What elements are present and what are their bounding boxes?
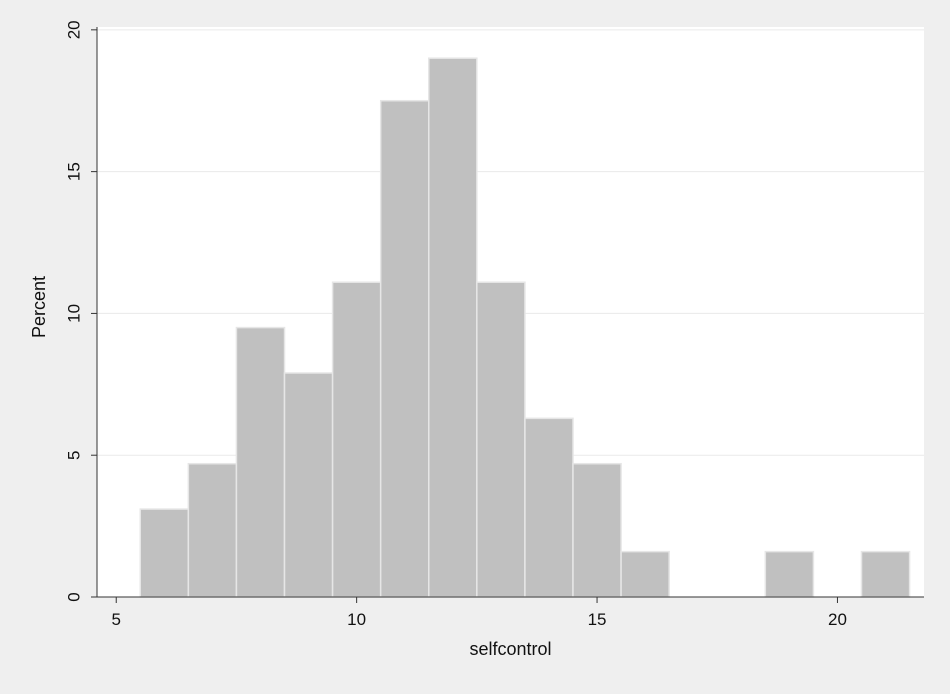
x-tick-label-20: 20 [828,610,847,629]
histogram-bar-7 [476,281,526,598]
x-tick-label-10: 10 [347,610,366,629]
y-tick-label-20: 20 [64,20,83,39]
histogram-bar-3 [283,372,334,598]
histogram-bar-6 [428,57,478,598]
histogram-bar-1 [187,462,238,598]
x-tick-label-5: 5 [111,610,120,629]
histogram-bar-0 [139,508,190,598]
y-tick-label-10: 10 [64,304,83,323]
histogram-bar-12 [860,550,911,598]
histogram-bar-9 [572,462,622,598]
histogram-bar-11 [764,550,815,598]
x-axis-label: selfcontrol [469,639,551,659]
y-tick-label-15: 15 [64,162,83,181]
histogram-bar-2 [235,326,286,598]
histogram-bars [139,57,911,598]
histogram-bar-10 [620,550,670,598]
y-tick-label-5: 5 [64,450,83,459]
histogram-bar-5 [379,99,430,598]
y-axis-label: Percent [29,276,49,338]
histogram-bar-4 [331,281,382,598]
y-tick-label-0: 0 [64,592,83,601]
x-tick-label-15: 15 [588,610,607,629]
histogram-bar-8 [524,417,574,598]
axes: 0 5 10 15 20 5 10 15 20 [64,20,924,629]
